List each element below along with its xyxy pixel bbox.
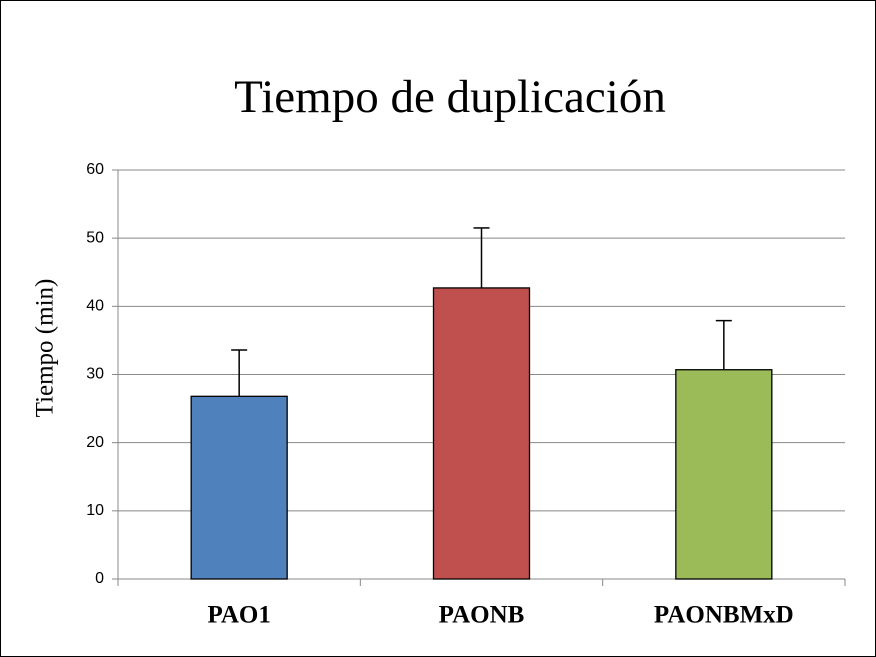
y-tick-label: 0 [95,570,104,587]
y-tick-label: 30 [86,366,104,383]
y-tick-label: 60 [86,161,104,178]
error-bar [473,227,490,288]
error-bar [231,349,248,397]
y-tick-label: 50 [86,229,104,246]
chart-title: Tiempo de duplicación [234,71,666,123]
bar [190,395,288,580]
y-tick-label: 20 [86,434,104,451]
y-tick-label: 40 [86,298,104,315]
x-tick-label: PAONBMxD [654,602,794,629]
x-tick-label: PAONB [439,602,525,629]
bar [675,369,773,580]
bar [432,287,531,580]
y-tick-label: 10 [86,502,104,519]
x-tick-label: PAO1 [207,602,270,629]
y-axis-label: Tiempo (min) [32,279,59,418]
error-bar [715,319,732,370]
